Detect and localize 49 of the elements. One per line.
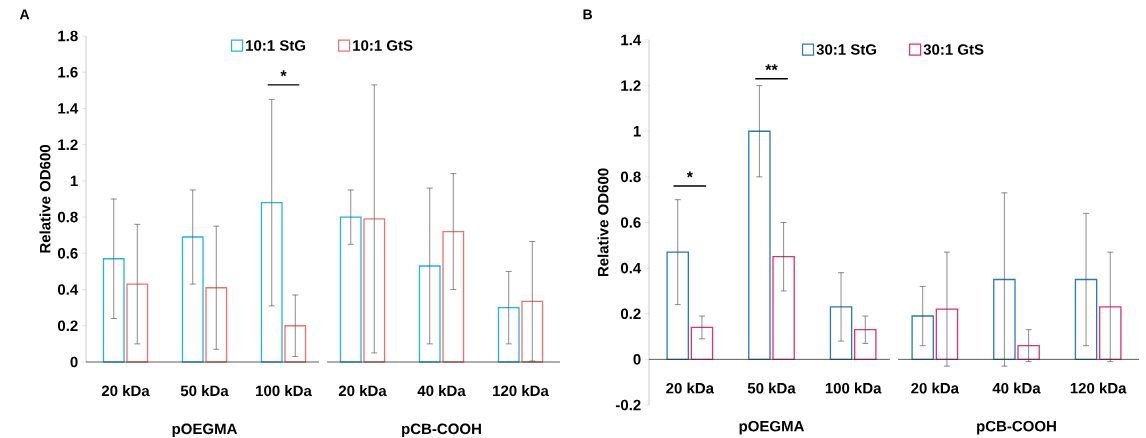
x-tick-label: 20 kDa (338, 385, 387, 397)
x-tick-label: 40 kDa (417, 385, 466, 397)
annotation: * (686, 171, 693, 178)
y-tick-label: -0.2 (615, 399, 641, 411)
y-tick-label: 0 (633, 354, 641, 365)
legend-label: 30:1 StG (816, 44, 877, 55)
x-tick-label: 20 kDa (101, 385, 150, 397)
y-tick-label: 0.8 (620, 171, 641, 183)
x-tick-label: 40 kDa (992, 382, 1041, 394)
y-tick-label: 1.2 (621, 80, 641, 91)
y-tick-label: 1.4 (621, 34, 642, 46)
text: pCB-COOH (402, 423, 481, 438)
y-tick-label: 1 (633, 126, 641, 137)
annotation: * (280, 70, 287, 77)
x-tick-label: 100 kDa (825, 382, 882, 394)
x-tick-label: 50 kDa (747, 382, 796, 394)
y-tick-label: 0 (70, 356, 78, 368)
y-tick-label: 1.4 (58, 103, 79, 114)
chart-title: A (19, 9, 30, 20)
y-tick-label: 0.6 (57, 248, 78, 259)
y-tick-label: 0.2 (620, 308, 641, 320)
x-tick-label: 120 kDa (493, 385, 549, 397)
bar (666, 251, 689, 361)
text: pOEGMA (172, 423, 238, 438)
x-tick-label: 20 kDa (666, 382, 715, 394)
legend-label: 10:1 StG (246, 40, 306, 51)
y-axis-title: Relative OD600 (39, 145, 51, 253)
chart-title: B (583, 9, 593, 20)
x-tick-label: 100 kDa (256, 385, 312, 397)
y-tick-label: 1 (70, 175, 78, 187)
text: pOEGMA (739, 420, 805, 435)
text: pCB-COOH (977, 420, 1056, 435)
y-tick-label: 1.8 (58, 30, 78, 42)
y-tick-label: 0.2 (57, 320, 78, 332)
bar (854, 329, 877, 361)
x-tick-label: 120 kDa (1070, 382, 1127, 394)
y-axis-title: Relative OD600 (597, 168, 609, 277)
y-tick-label: 0.4 (57, 284, 79, 295)
y-tick-label: 0.6 (620, 217, 641, 228)
y-tick-label: 1.6 (58, 66, 78, 78)
x-tick-label: 20 kDa (911, 382, 960, 394)
y-tick-label: 0.4 (620, 262, 642, 274)
y-tick-label: 1.2 (58, 139, 78, 150)
legend-label: 10:1 GtS (353, 40, 413, 51)
annotation: ** (765, 64, 778, 71)
bar (690, 326, 714, 361)
y-tick-label: 0.8 (57, 211, 78, 223)
legend-label: 30:1 GtS (923, 44, 984, 55)
x-tick-label: 50 kDa (180, 385, 229, 397)
